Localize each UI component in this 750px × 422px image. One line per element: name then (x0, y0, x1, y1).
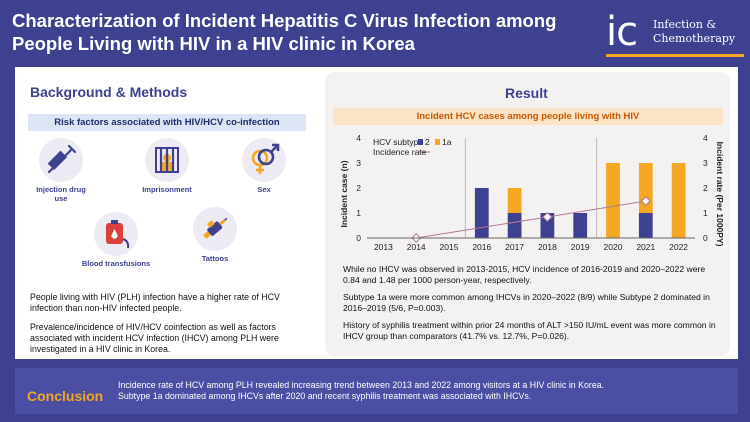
x-tick-label: 2016 (472, 242, 491, 252)
x-tick-label: 2019 (571, 242, 590, 252)
y-tick-left: 4 (356, 133, 361, 143)
legend-title: HCV subtype (373, 137, 423, 147)
risk-imprisonment: Imprisonment (135, 138, 199, 194)
risk-injection-drug-use: Injection drug use (30, 138, 92, 203)
risk-blood-transfusions: Blood transfusions (78, 212, 154, 268)
bar-segment (507, 188, 522, 213)
risk-factors-heading: Risk factors associated with HIV/HCV co-… (28, 114, 306, 131)
bar-segment (507, 213, 522, 238)
tattoo-machine-icon (193, 207, 237, 251)
logo-underline (606, 54, 744, 57)
y-tick-right: 4 (703, 133, 708, 143)
y-tick-right: 3 (703, 158, 708, 168)
incidence-chart: 0 0 1 1 2 2 3 3 4 4 2013 2014 2015 2016 2017 2018 2019 20… (339, 133, 725, 252)
journal-name-line1: Infection & (653, 18, 717, 31)
bar-segment (540, 213, 555, 238)
risk-label: Injection drug use (36, 185, 86, 203)
risk-tattoos: Tattoos (185, 207, 245, 263)
journal-logo-mark: ic (606, 9, 638, 55)
result-paragraph-3: History of syphilis treatment within pri… (343, 320, 716, 341)
result-section: Result Incident HCV cases among people l… (325, 72, 730, 356)
legend-line-label: Incidence rate (373, 147, 427, 157)
risk-sex: Sex (242, 138, 286, 194)
result-paragraph-2: Subtype 1a were more common among IHCVs … (343, 292, 710, 313)
x-tick-label: 2014 (407, 242, 426, 252)
bar-segment (606, 163, 620, 238)
chart-heading: Incident HCV cases among people living w… (333, 108, 723, 125)
x-tick-label: 2017 (505, 242, 524, 252)
incidence-rate-point (640, 196, 651, 206)
journal-logo-text: Infection & Chemotherapy (653, 18, 735, 46)
legend-label-2: 2 (425, 137, 430, 147)
chart-legend: HCV subtype 2 1a Incidence rate (373, 137, 452, 157)
legend-swatch-1a (435, 139, 440, 145)
risk-label: Sex (257, 185, 271, 194)
y-tick-right: 2 (703, 183, 708, 193)
bar-segment (573, 213, 588, 238)
legend-swatch-2 (418, 139, 423, 145)
page-title: Characterization of Incident Hepatitis C… (12, 10, 557, 54)
y-tick-left: 3 (356, 158, 361, 168)
syringe-icon (39, 138, 83, 182)
y-tick-left: 1 (356, 208, 361, 218)
header: Characterization of Incident Hepatitis C… (0, 0, 750, 62)
x-tick-label: 2021 (636, 242, 655, 252)
risk-label: Imprisonment (142, 185, 192, 194)
y-axis-right-label: Incident rate (Per 1000PY) (715, 142, 725, 247)
x-tick-label: 2022 (669, 242, 688, 252)
y-tick-left: 2 (356, 183, 361, 193)
x-tick-label: 2013 (374, 242, 393, 252)
prison-icon (145, 138, 189, 182)
y-tick-right: 0 (703, 233, 708, 243)
conclusion-label: Conclusion (27, 388, 104, 404)
risk-label: Tattoos (201, 254, 229, 263)
background-paragraph-2: Prevalence/incidence of HIV/HCV coinfect… (30, 322, 279, 354)
y-tick-right: 1 (703, 208, 708, 218)
gender-icon (242, 138, 286, 182)
legend-label-1a: 1a (442, 137, 452, 147)
background-methods-section: Background & Methods Risk factors associ… (20, 72, 310, 356)
incidence-rate-point (542, 212, 553, 222)
journal-name-line2: Chemotherapy (653, 32, 736, 45)
conclusion-box (15, 368, 738, 414)
background-paragraph-1: People living with HIV (PLH) infection h… (30, 292, 280, 313)
blood-bag-icon (94, 212, 138, 256)
x-tick-label: 2015 (440, 242, 459, 252)
x-tick-label: 2020 (604, 242, 623, 252)
conclusion-text: Incidence rate of HCV among PLH revealed… (118, 380, 605, 401)
x-tick-label: 2018 (538, 242, 557, 252)
bar-segment (671, 163, 686, 238)
bar-segment (638, 213, 653, 238)
background-heading: Background & Methods (30, 84, 188, 100)
result-heading: Result (505, 85, 548, 101)
risk-label: Blood transfusions (81, 259, 151, 268)
bar-segment (474, 188, 489, 238)
y-tick-left: 0 (356, 233, 361, 243)
result-paragraph-1: While no IHCV was observed in 2013-2015,… (343, 264, 706, 285)
y-axis-left-label: Incident case (n) (339, 160, 349, 227)
